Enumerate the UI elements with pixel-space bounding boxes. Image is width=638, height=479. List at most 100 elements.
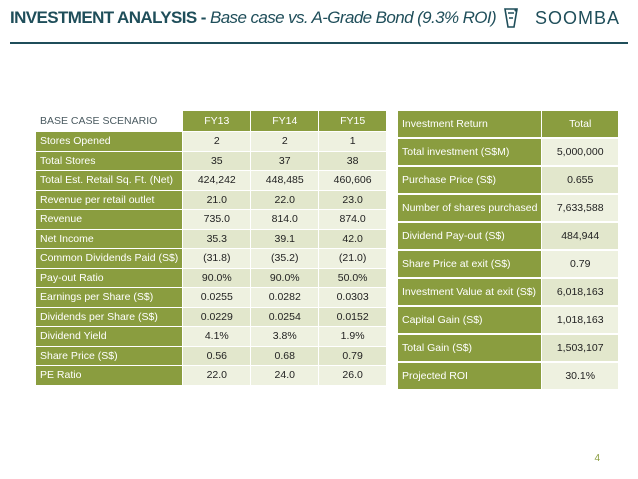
logo-mark-icon (504, 8, 518, 28)
logo-text: SOOMBA (534, 7, 620, 28)
row-label: Total Gain (S$) (398, 333, 542, 362)
cell-total: 484,944 (541, 221, 618, 250)
column-header-fy13: FY13 (182, 111, 251, 132)
cell-fy14: 39.1 (250, 228, 319, 249)
cell-fy15: 0.79 (318, 345, 386, 366)
cell-total: 5,000,000 (541, 137, 618, 166)
cell-fy14: 0.0254 (250, 306, 319, 327)
cell-fy15: (21.0) (318, 248, 386, 268)
cell-fy15: 26.0 (318, 365, 386, 385)
table-row: Total Gain (S$) 1,503,107 (398, 333, 618, 362)
cell-fy13: 22.0 (182, 365, 251, 385)
column-header-fy14: FY14 (250, 111, 319, 132)
cell-fy13: (31.8) (182, 248, 251, 268)
table-row: Revenue 735.0 814.0 874.0 (36, 209, 386, 229)
cell-fy14: 37 (250, 150, 319, 171)
table-row: Total Est. Retail Sq. Ft. (Net) 424,242 44… (36, 170, 386, 190)
table-row: Purchase Price (S$) 0.655 (398, 165, 618, 194)
table-row: Total investment (S$M) 5,000,000 (398, 137, 618, 166)
table-row: Number of shares purchased 7,633,588 (398, 193, 618, 222)
header-rule (10, 42, 628, 44)
table-row: Net Income 35.3 39.1 42.0 (36, 228, 386, 249)
soomba-logo: SOOMBA (501, 7, 620, 29)
table-row: Dividends per Share (S$) 0.0229 0.0254 0.01… (36, 306, 386, 327)
cell-total: 1,503,107 (541, 333, 618, 362)
cell-fy14: 2 (250, 131, 319, 151)
row-label: Number of shares purchased (398, 193, 542, 222)
investment-return-body: Total investment (S$M) 5,000,000 Purchase … (398, 137, 618, 389)
cell-total: 7,633,588 (541, 193, 618, 222)
row-label: Pay-out Ratio (36, 267, 183, 288)
row-label: Capital Gain (S$) (398, 305, 542, 334)
row-label: PE Ratio (36, 365, 183, 385)
table-row: Investment Value at exit (S$) 6,018,163 (398, 277, 618, 306)
cell-fy14: (35.2) (250, 248, 319, 268)
table-row: Total Stores 35 37 38 (36, 150, 386, 171)
cell-fy13: 90.0% (182, 267, 251, 288)
row-label: Stores Opened (36, 131, 183, 151)
cell-total: 0.79 (541, 249, 618, 278)
base-case-body: Stores Opened 2 2 1 Total Stores 35 37 38 Total … (36, 131, 386, 385)
row-label: Revenue (36, 209, 183, 229)
cell-fy13: 21.0 (182, 189, 251, 210)
page-number: 4 (594, 453, 600, 464)
table-row: Capital Gain (S$) 1,018,163 (398, 305, 618, 334)
cell-total: 0.655 (541, 165, 618, 194)
investment-return-total-header: Total (541, 111, 618, 138)
cell-fy13: 0.56 (182, 345, 251, 366)
table-row: Projected ROI 30.1% (398, 361, 618, 389)
cell-fy13: 4.1% (182, 326, 251, 346)
cell-fy14: 90.0% (250, 267, 319, 288)
cell-fy15: 1 (318, 131, 386, 151)
cell-fy13: 35.3 (182, 228, 251, 249)
row-label: Dividends per Share (S$) (36, 306, 183, 327)
column-header-fy15: FY15 (318, 111, 386, 132)
table-row: Earnings per Share (S$) 0.0255 0.0282 0.030… (36, 287, 386, 307)
row-label: Total investment (S$M) (398, 137, 542, 166)
row-label: Revenue per retail outlet (36, 189, 183, 210)
cell-fy15: 0.0303 (318, 287, 386, 307)
table-row: Dividend Pay-out (S$) 484,944 (398, 221, 618, 250)
cell-fy13: 0.0229 (182, 306, 251, 327)
row-label: Total Est. Retail Sq. Ft. (Net) (36, 170, 183, 190)
row-label: Share Price (S$) (36, 345, 183, 366)
cell-total: 30.1% (541, 361, 618, 389)
table-row: Share Price at exit (S$) 0.79 (398, 249, 618, 278)
table-row: Revenue per retail outlet 21.0 22.0 23.0 (36, 189, 386, 210)
investment-return-label-header: Investment Return (398, 111, 542, 138)
investment-return-table: Investment Return Total Total investment… (398, 111, 618, 389)
row-label: Purchase Price (S$) (398, 165, 542, 194)
cell-fy15: 0.0152 (318, 306, 386, 327)
row-label: Total Stores (36, 150, 183, 171)
title-bold: INVESTMENT ANALYSIS - (10, 8, 210, 27)
table-row: Pay-out Ratio 90.0% 90.0% 50.0% (36, 267, 386, 288)
row-label: Dividend Yield (36, 326, 183, 346)
cell-fy14: 0.0282 (250, 287, 319, 307)
title-italic: Base case vs. A-Grade Bond (9.3% ROI) (209, 8, 497, 27)
cell-total: 6,018,163 (541, 277, 618, 306)
cell-fy14: 22.0 (250, 189, 319, 210)
page-title: INVESTMENT ANALYSIS - Base case vs. A-Gr… (10, 8, 497, 28)
row-label: Earnings per Share (S$) (36, 287, 183, 307)
table-row: Dividend Yield 4.1% 3.8% 1.9% (36, 326, 386, 346)
base-case-header-row: BASE CASE SCENARIO FY13 FY14 FY15 (36, 111, 386, 132)
cell-fy14: 814.0 (250, 209, 319, 229)
base-case-table: BASE CASE SCENARIO FY13 FY14 FY15 Stores… (36, 111, 386, 385)
cell-total: 1,018,163 (541, 305, 618, 334)
cell-fy13: 0.0255 (182, 287, 251, 307)
row-label: Common Dividends Paid (S$) (36, 248, 183, 268)
cell-fy14: 448,485 (250, 170, 319, 190)
cell-fy15: 874.0 (318, 209, 386, 229)
cell-fy15: 23.0 (318, 189, 386, 210)
cell-fy13: 735.0 (182, 209, 251, 229)
cell-fy15: 1.9% (318, 326, 386, 346)
row-label: Net Income (36, 228, 183, 249)
row-label: Share Price at exit (S$) (398, 249, 542, 278)
base-case-label-header: BASE CASE SCENARIO (36, 111, 183, 132)
table-row: Stores Opened 2 2 1 (36, 131, 386, 151)
cell-fy13: 424,242 (182, 170, 251, 190)
cell-fy14: 24.0 (250, 365, 319, 385)
cell-fy15: 50.0% (318, 267, 386, 288)
table-row: PE Ratio 22.0 24.0 26.0 (36, 365, 386, 385)
cell-fy14: 3.8% (250, 326, 319, 346)
